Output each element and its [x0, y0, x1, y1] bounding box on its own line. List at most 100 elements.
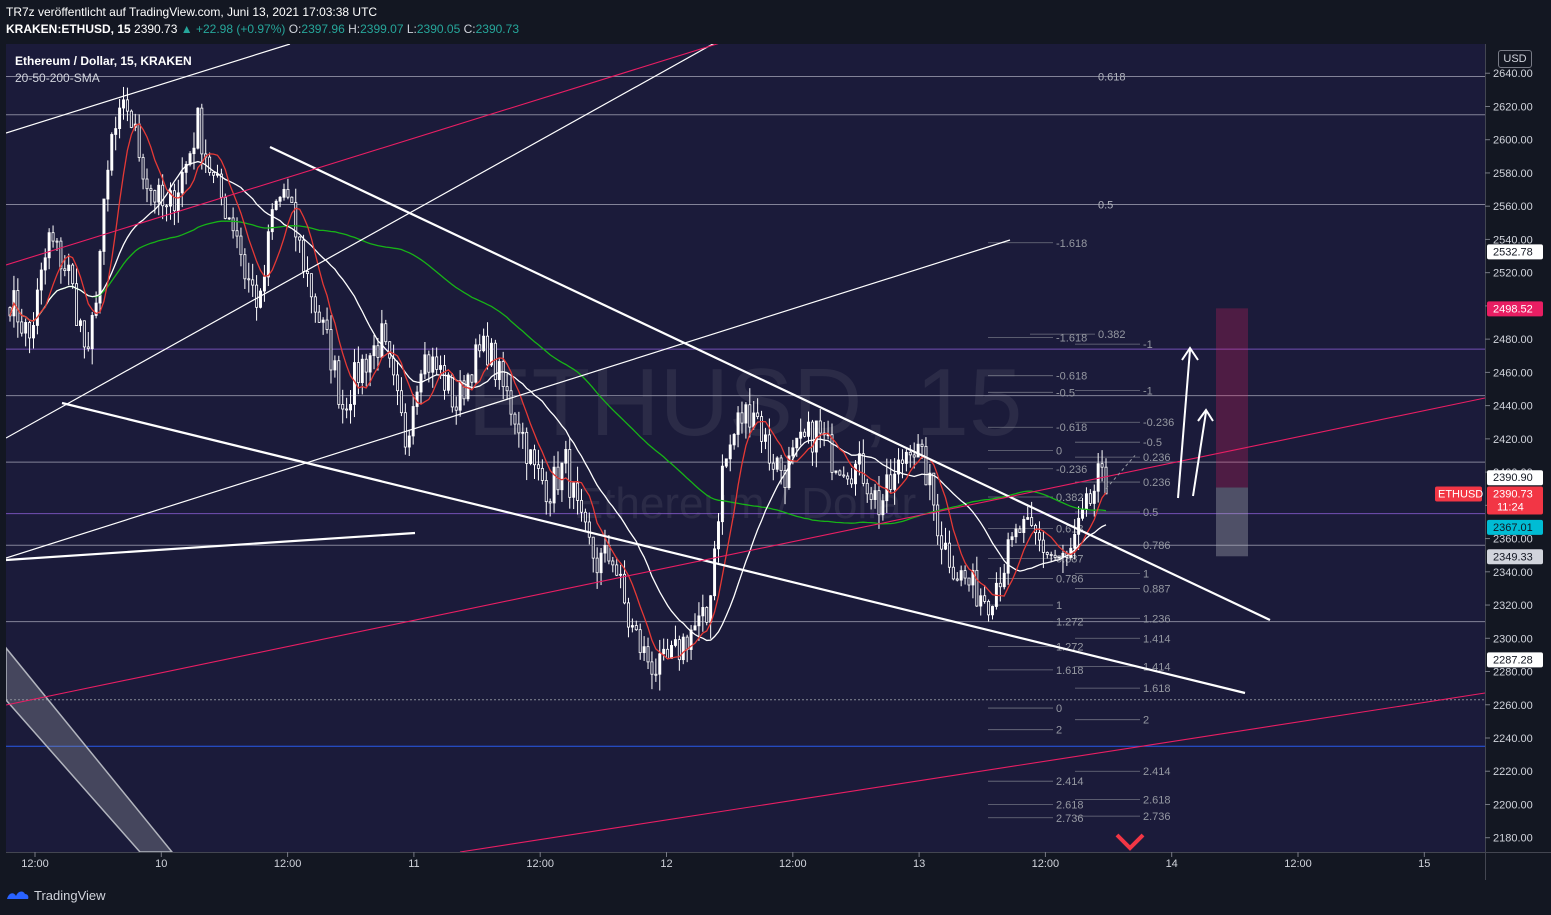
fib-level-label: 0.236: [1143, 477, 1171, 489]
candle-body: [889, 474, 893, 490]
candle-body: [838, 470, 842, 476]
candle-body: [975, 569, 979, 607]
candle-body: [971, 569, 975, 586]
candle-body: [368, 355, 372, 373]
candle-body: [427, 354, 431, 373]
candle-body: [364, 358, 368, 373]
fib-level-label: 0.786: [1056, 573, 1084, 585]
candle-body: [646, 646, 650, 663]
candle-body: [360, 358, 364, 384]
time-tick-label: 12:00: [21, 858, 49, 870]
candle-body: [1002, 572, 1006, 588]
candle-body: [517, 423, 521, 434]
candle-body: [1061, 552, 1065, 558]
candle-body: [947, 542, 951, 568]
candle-body: [697, 615, 701, 627]
candle-body: [630, 625, 634, 628]
candle-body: [807, 421, 810, 437]
last-price-tag: [1487, 486, 1543, 515]
price-tick-label: 2560.00: [1493, 201, 1533, 213]
candle-body: [1096, 463, 1100, 492]
candle-body: [732, 434, 736, 446]
candle-body: [63, 268, 67, 272]
candle-body: [1092, 490, 1096, 504]
candle-body: [1041, 539, 1045, 553]
candle-body: [916, 443, 920, 458]
candle-body: [987, 601, 991, 616]
fib-level-label: 2.618: [1056, 799, 1084, 811]
candle-body: [106, 169, 110, 200]
fib-level-label: -1.618: [1056, 332, 1087, 344]
candle-body: [94, 302, 98, 316]
trend-line: [6, 239, 1011, 559]
trend-line: [61, 401, 1246, 695]
candle-body: [157, 184, 161, 203]
candle-body: [20, 321, 24, 334]
candle-body: [489, 342, 493, 366]
candle-body: [411, 406, 415, 437]
candle-body: [110, 134, 114, 171]
time-tick-label: 12:00: [526, 858, 554, 870]
time-tick-label: 12:00: [274, 858, 302, 870]
candle-body: [709, 595, 713, 623]
trend-line-pink: [6, 397, 1485, 706]
price-tag-value: 2390.90: [1493, 472, 1533, 484]
candle-body: [392, 357, 396, 376]
candle-body: [184, 163, 188, 173]
fib-level-label: 1: [1143, 568, 1149, 580]
candle-body: [380, 323, 384, 358]
legend-title: Ethereum / Dollar, 15, KRAKEN: [15, 54, 192, 68]
candle-body: [572, 482, 576, 498]
candle-body: [266, 231, 270, 278]
fib-level-label: 0.236: [1143, 452, 1171, 464]
candle-body: [376, 345, 380, 358]
candle-body: [951, 566, 955, 580]
projection-arrow: [1177, 349, 1191, 499]
symbol-tag: [1435, 486, 1482, 502]
price-tick-label: 2420.00: [1493, 434, 1533, 446]
candle-body: [783, 470, 787, 489]
candle-body: [846, 475, 850, 480]
candle-body: [728, 444, 732, 460]
candle-body: [525, 431, 529, 464]
tradingview-logo: TradingView: [6, 887, 106, 903]
candle-body: [450, 374, 454, 408]
candle-body: [28, 322, 32, 339]
candle-body: [940, 535, 944, 550]
candle-body: [536, 464, 540, 469]
candle-body: [654, 673, 658, 676]
candle-body: [446, 374, 450, 391]
candle-body: [642, 646, 646, 654]
price-axis[interactable]: [1486, 44, 1551, 852]
fib-level-label: -0.5: [1143, 437, 1162, 449]
candle-body: [756, 412, 760, 417]
candle-body: [86, 346, 90, 350]
candle-body: [893, 473, 897, 490]
candle-body: [904, 451, 908, 464]
candle-body: [576, 482, 580, 501]
candle-body: [82, 320, 86, 348]
candle-body: [701, 607, 705, 617]
fib-level-label: -1.618: [1056, 238, 1087, 250]
currency-button[interactable]: USD: [1498, 50, 1532, 68]
candle-body: [349, 404, 353, 411]
candle-body: [685, 636, 689, 650]
candle-body: [486, 335, 490, 366]
candle-body: [615, 564, 619, 576]
fib-level-label: 2.618: [1143, 794, 1171, 806]
candle-body: [924, 446, 928, 486]
candle-body: [458, 380, 462, 411]
candle-body: [595, 557, 599, 574]
candle-body: [137, 123, 141, 158]
fib-level-label: 2.736: [1056, 813, 1084, 825]
price-tag: [1487, 244, 1543, 260]
candle-body: [666, 648, 670, 659]
high-value: 2399.07: [360, 22, 404, 36]
candle-body: [599, 552, 603, 574]
time-axis[interactable]: [6, 852, 1485, 880]
candle-body: [274, 200, 278, 210]
candle-body: [912, 454, 916, 458]
price-tick-label: 2200.00: [1493, 799, 1533, 811]
candle-body: [309, 273, 313, 298]
